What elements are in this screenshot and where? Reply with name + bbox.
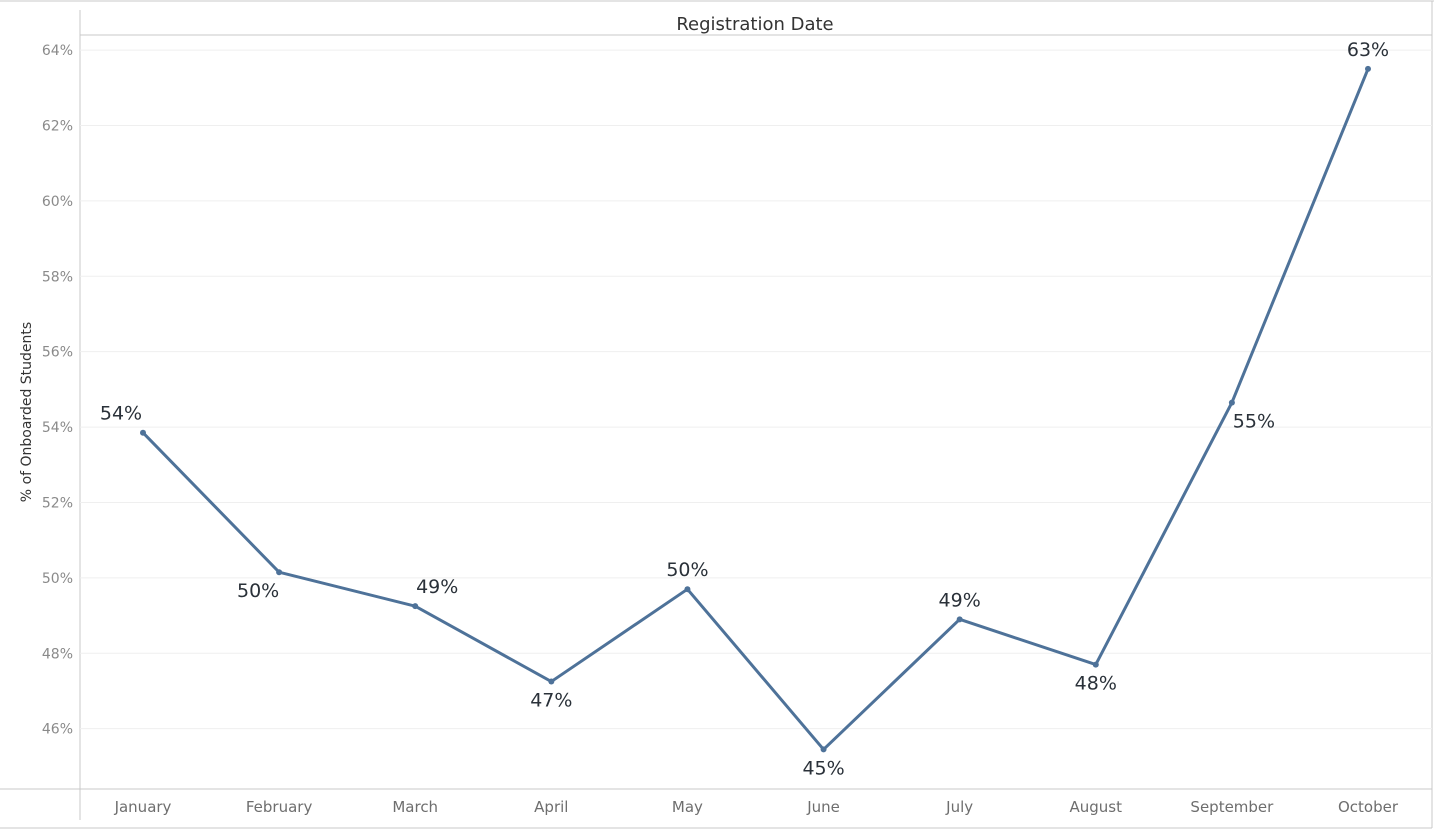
- x-tick-label: August: [1070, 798, 1123, 816]
- x-tick-label: April: [534, 798, 568, 816]
- y-axis-label: % of Onboarded Students: [19, 322, 35, 502]
- series-line: [141, 68, 1370, 751]
- data-label: 54%: [100, 403, 142, 425]
- data-label: 47%: [530, 690, 572, 712]
- x-tick-label: October: [1338, 798, 1399, 816]
- data-label: 48%: [1075, 673, 1117, 695]
- data-label: 45%: [802, 757, 844, 779]
- y-tick-label: 58%: [42, 269, 73, 285]
- data-label: 49%: [939, 589, 981, 611]
- data-point[interactable]: [684, 586, 691, 593]
- y-tick-label: 56%: [42, 345, 73, 361]
- y-tick-label: 62%: [42, 118, 73, 134]
- data-label: 50%: [666, 559, 708, 581]
- y-tick-label: 52%: [42, 495, 73, 511]
- data-point[interactable]: [276, 569, 283, 576]
- x-tick-label: June: [806, 798, 840, 816]
- x-tick-label: July: [945, 798, 973, 816]
- y-tick-label: 50%: [42, 571, 73, 587]
- data-point[interactable]: [548, 678, 555, 685]
- x-tick-label: September: [1190, 798, 1274, 816]
- x-tick-label: February: [246, 798, 313, 816]
- y-tick-label: 48%: [42, 646, 73, 662]
- data-label: 63%: [1347, 39, 1389, 61]
- series-group: 54% 50% 49% 47% 50% 45% 49% 48% 55% 63%: [100, 39, 1389, 779]
- gridlines: [80, 49, 1432, 730]
- x-tick-label: January: [114, 798, 172, 816]
- data-point[interactable]: [820, 746, 827, 753]
- chart-title: Registration Date: [676, 14, 833, 35]
- y-tick-label: 60%: [42, 194, 73, 210]
- x-tick-label: May: [672, 798, 703, 816]
- data-label: 50%: [237, 580, 279, 602]
- y-tick-label: 46%: [42, 722, 73, 738]
- data-point[interactable]: [1365, 65, 1371, 72]
- data-label: 49%: [416, 576, 458, 598]
- data-point[interactable]: [140, 429, 146, 436]
- data-point[interactable]: [1228, 399, 1235, 406]
- y-axis-ticks: 46% 48% 50% 52% 54% 56% 58% 60% 62% 64%: [42, 43, 73, 738]
- data-label: 55%: [1233, 411, 1275, 433]
- x-tick-label: March: [392, 798, 438, 816]
- data-point[interactable]: [956, 616, 963, 623]
- data-point[interactable]: [1092, 661, 1099, 668]
- y-tick-label: 64%: [42, 43, 73, 59]
- data-point[interactable]: [412, 603, 419, 610]
- x-axis-ticks: January February March April May June July Augu…: [114, 798, 1399, 816]
- y-tick-label: 54%: [42, 420, 73, 436]
